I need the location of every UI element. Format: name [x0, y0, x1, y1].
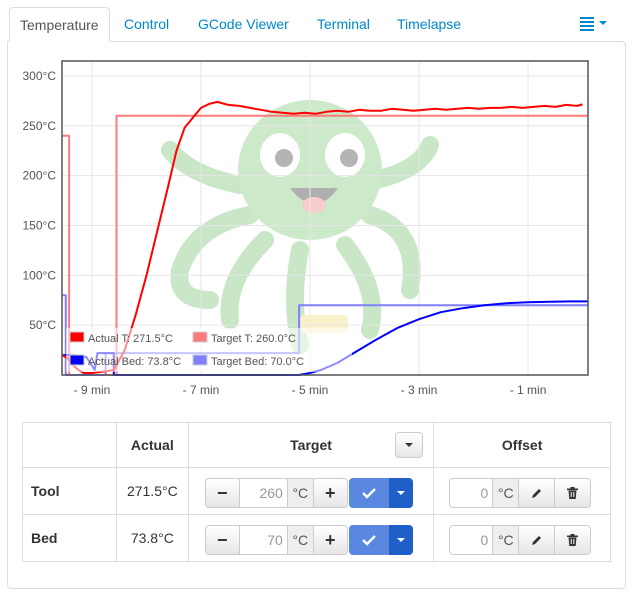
- offset-control-tool: °C: [433, 467, 611, 515]
- target-decrement-button-tool[interactable]: −: [205, 479, 240, 507]
- tab-temperature[interactable]: Temperature: [9, 7, 110, 42]
- table-row-tool: Tool 271.5°C − °C + °C: [22, 467, 611, 515]
- target-input-group-bed: − °C +: [204, 525, 348, 555]
- tab-timelapse[interactable]: Timelapse: [397, 16, 462, 32]
- legend-label: Actual T: 271.5°C: [88, 333, 173, 345]
- legend-label: Target T: 260.0°C: [211, 333, 296, 345]
- target-input-group-tool: − °C +: [204, 478, 348, 508]
- offset-input-tool[interactable]: [450, 479, 493, 507]
- pencil-icon: [531, 536, 541, 545]
- legend-background: [66, 328, 352, 372]
- set-target-button-tool[interactable]: [348, 478, 389, 508]
- target-control-tool: − °C +: [187, 467, 435, 515]
- tab-control[interactable]: Control: [124, 16, 170, 32]
- target-presets-dropdown[interactable]: [395, 432, 424, 458]
- chart-legend: Actual T: 271.5°C Target T: 260.0°C Actual…: [66, 328, 352, 372]
- unit-label: °C: [286, 526, 313, 554]
- y-tick-label: 100°C: [23, 268, 57, 282]
- x-tick-label: - 7 min: [183, 383, 220, 397]
- temperature-controls-table: Actual Target Offset Tool 271.5°C − °C +: [22, 422, 611, 562]
- x-tick-label: - 9 min: [74, 383, 111, 397]
- target-decrement-button-bed[interactable]: −: [205, 526, 240, 554]
- table-row-bed: Bed 73.8°C − °C + °C: [22, 514, 611, 562]
- tab-overflow-menu[interactable]: [580, 14, 610, 34]
- legend-swatch: [192, 354, 208, 366]
- y-tick-label: 200°C: [23, 169, 57, 183]
- temperature-chart: 50°C 100°C 150°C 200°C 250°C 300°C - 9 min - 7 …: [23, 60, 589, 397]
- y-tick-label: 50°C: [29, 318, 56, 332]
- check-icon: [361, 488, 376, 499]
- tab-terminal[interactable]: Terminal: [317, 16, 370, 32]
- header-offset: Offset: [433, 422, 611, 468]
- header-target: Target: [187, 422, 435, 468]
- header-actual: Actual: [115, 422, 189, 468]
- y-tick-label: 300°C: [23, 69, 57, 83]
- reset-offset-button-bed[interactable]: [554, 526, 591, 554]
- row-label-bed: Bed: [22, 514, 117, 562]
- reset-offset-button-tool[interactable]: [554, 479, 591, 507]
- target-input-tool[interactable]: [239, 479, 287, 507]
- legend-swatch: [69, 354, 85, 366]
- legend-swatch: [69, 331, 85, 343]
- plot-frame: [61, 60, 589, 376]
- chart-axes: 50°C 100°C 150°C 200°C 250°C 300°C - 9 min - 7 …: [23, 60, 589, 397]
- tab-gcode-viewer[interactable]: GCode Viewer: [198, 16, 289, 32]
- legend-label: Target Bed: 70.0°C: [211, 356, 304, 368]
- set-target-dropdown-bed[interactable]: [388, 525, 413, 555]
- offset-input-group-tool: °C: [449, 478, 592, 508]
- offset-control-bed: °C: [433, 514, 611, 562]
- legend-swatch: [192, 331, 208, 343]
- unit-label: °C: [286, 479, 313, 507]
- offset-input-bed[interactable]: [450, 526, 493, 554]
- series-line-0: [61, 100, 583, 374]
- set-target-split-button-bed: [348, 525, 413, 555]
- row-label-tool: Tool: [22, 467, 117, 515]
- legend-label: Actual Bed: 73.8°C: [88, 356, 181, 368]
- unit-label: °C: [492, 479, 519, 507]
- caret-down-icon: [599, 21, 607, 25]
- trash-icon: [567, 487, 579, 499]
- actual-bed: 73.8°C: [115, 514, 189, 562]
- target-increment-button-tool[interactable]: +: [312, 479, 347, 507]
- tab-bar: Temperature Control GCode Viewer Termina…: [7, 0, 626, 42]
- actual-tool: 271.5°C: [115, 467, 189, 515]
- x-tick-label: - 5 min: [292, 383, 329, 397]
- set-target-button-bed[interactable]: [348, 525, 389, 555]
- y-tick-label: 150°C: [23, 218, 57, 232]
- target-increment-button-bed[interactable]: +: [312, 526, 347, 554]
- target-control-bed: − °C +: [187, 514, 435, 562]
- y-tick-label: 250°C: [23, 119, 57, 133]
- x-tick-label: - 1 min: [510, 383, 547, 397]
- pencil-icon: [531, 489, 541, 498]
- unit-label: °C: [492, 526, 519, 554]
- header-target-label: Target: [290, 437, 332, 453]
- check-icon: [361, 535, 376, 546]
- list-menu-icon: [580, 17, 594, 33]
- header-empty: [22, 422, 117, 468]
- trash-icon: [567, 534, 579, 546]
- offset-input-group-bed: °C: [449, 525, 592, 555]
- table-header-row: Actual Target Offset: [22, 422, 611, 468]
- set-target-dropdown-tool[interactable]: [388, 478, 413, 508]
- set-target-split-button-tool: [348, 478, 413, 508]
- target-input-bed[interactable]: [239, 526, 287, 554]
- edit-offset-button-bed[interactable]: [518, 526, 555, 554]
- edit-offset-button-tool[interactable]: [518, 479, 555, 507]
- x-tick-label: - 3 min: [401, 383, 438, 397]
- octoprint-logo-watermark: [161, 100, 439, 354]
